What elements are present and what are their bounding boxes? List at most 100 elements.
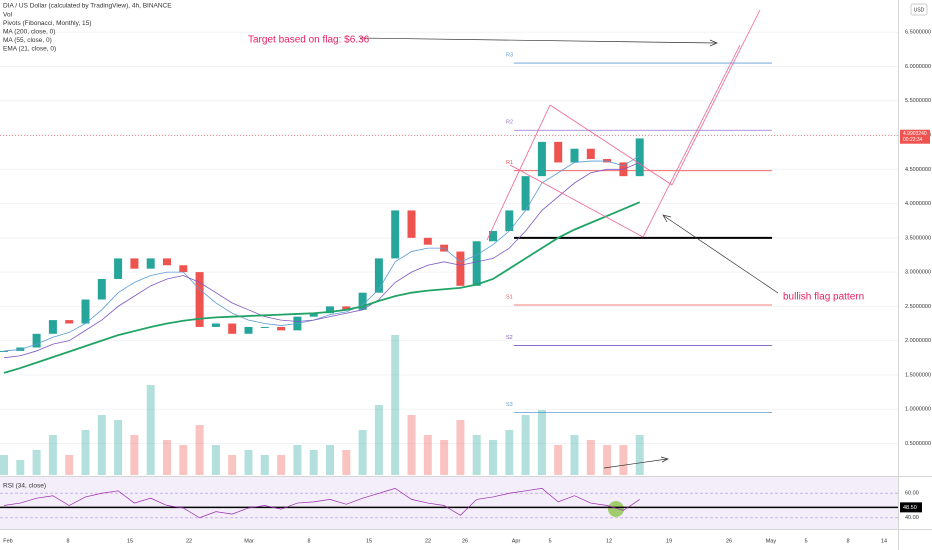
candle [326, 306, 334, 314]
y-tick-label: 1.0000000 [905, 407, 931, 413]
candle [456, 251, 465, 286]
y-tick-label: 2.5000000 [905, 304, 931, 310]
y-tick-label: 1.5000000 [905, 372, 931, 378]
candle [0, 350, 8, 352]
volume-bar [97, 415, 106, 475]
candle [130, 258, 139, 269]
candle [97, 278, 106, 300]
indicator: Pivots (Fibonacci, Monthly, 15) [3, 20, 91, 27]
pivot-label: S2 [506, 335, 513, 341]
y-tick-label: 3.5000000 [905, 235, 931, 241]
highlight [608, 501, 624, 517]
x-tick-label: 14 [881, 538, 887, 544]
indicator: EMA (21, close, 0) [3, 46, 56, 53]
candle [211, 323, 220, 327]
volume-bar [537, 410, 546, 475]
volume-bar [472, 435, 481, 475]
candle [32, 333, 41, 348]
y-tick-label: 4.0000000 [905, 201, 931, 207]
volume-bar [570, 435, 579, 475]
candle [48, 320, 57, 334]
pivot-label: R1 [506, 160, 513, 166]
volume-bar [440, 440, 449, 475]
volume-bar [0, 455, 8, 475]
currency-box[interactable] [910, 3, 928, 16]
volume-bar [244, 450, 253, 475]
candle [244, 326, 253, 334]
x-tick-label: 22 [425, 538, 431, 544]
indicator: Vol [3, 12, 13, 19]
x-tick-label: 8 [66, 538, 69, 544]
volume-bar [342, 450, 351, 475]
level-box [900, 502, 922, 513]
arrows [359, 37, 779, 469]
candle [586, 148, 595, 160]
candle [114, 258, 123, 279]
y-tick-label: 0.5000000 [905, 441, 931, 447]
rsi-title: RSI (34, close) [3, 483, 46, 490]
candle [277, 326, 286, 331]
volume-bar [603, 445, 612, 475]
y-tick-label: 5.5000000 [905, 98, 931, 104]
candle [81, 299, 90, 324]
volume-bar [423, 435, 432, 475]
x-tick-label: 19 [666, 538, 672, 544]
volume-bar [309, 450, 318, 475]
candle [554, 141, 563, 163]
indicator: MA (200, close, 0) [3, 29, 55, 36]
line-series [3, 488, 640, 519]
x-tick-label: May [766, 538, 777, 544]
candle [228, 323, 237, 334]
indicator: MA (55, close, 0) [3, 37, 52, 44]
x-tick-label: Feb [3, 538, 12, 544]
volume-bar [505, 430, 514, 475]
x-tick-label: 26 [462, 538, 468, 544]
candle [260, 326, 269, 328]
volume-bar [114, 420, 123, 475]
y-tick-label: 2.0000000 [905, 338, 931, 344]
currency[interactable]: USD [914, 7, 925, 13]
x-tick-label: Mar [244, 538, 254, 544]
volume-bar [489, 440, 497, 475]
x-tick-label: 15 [366, 538, 372, 544]
volume-bar [65, 455, 74, 475]
candle [146, 258, 155, 269]
volume-bar [277, 455, 286, 475]
x-tick-label: 12 [606, 538, 612, 544]
volume-bar [179, 445, 188, 475]
candle [505, 210, 514, 231]
candle [489, 230, 497, 242]
annotation: bullish flag pattern [783, 292, 864, 303]
candle [195, 272, 204, 327]
candle [635, 138, 644, 177]
rsi-pane [0, 477, 898, 529]
volume-bar [521, 415, 530, 475]
candle [537, 141, 546, 177]
candle [423, 237, 432, 245]
volume-bar [130, 435, 139, 475]
volume-bar [16, 460, 25, 475]
volume-bar [586, 440, 595, 475]
line-series [3, 155, 640, 352]
line-series [3, 162, 640, 359]
pivot-label: R2 [506, 120, 513, 126]
candle [570, 148, 579, 163]
candle [163, 258, 171, 266]
volume-bar [635, 435, 644, 475]
candle [358, 292, 367, 310]
candle [521, 176, 530, 211]
candle [342, 306, 351, 310]
x-tick-label: 15 [127, 538, 133, 544]
volume-bar [554, 445, 563, 475]
x-tick-label: 22 [186, 538, 192, 544]
volume-bar [260, 455, 269, 475]
last-price: 4.9903240 [903, 131, 927, 137]
volume-bar [358, 430, 367, 475]
last-price-time: 00:22:34 [903, 137, 923, 143]
candle [374, 258, 383, 293]
candle [309, 313, 318, 317]
pivot-label: R3 [506, 53, 513, 59]
line-series [3, 201, 641, 374]
annotation: Target based on flag: $6.36 [248, 35, 370, 46]
